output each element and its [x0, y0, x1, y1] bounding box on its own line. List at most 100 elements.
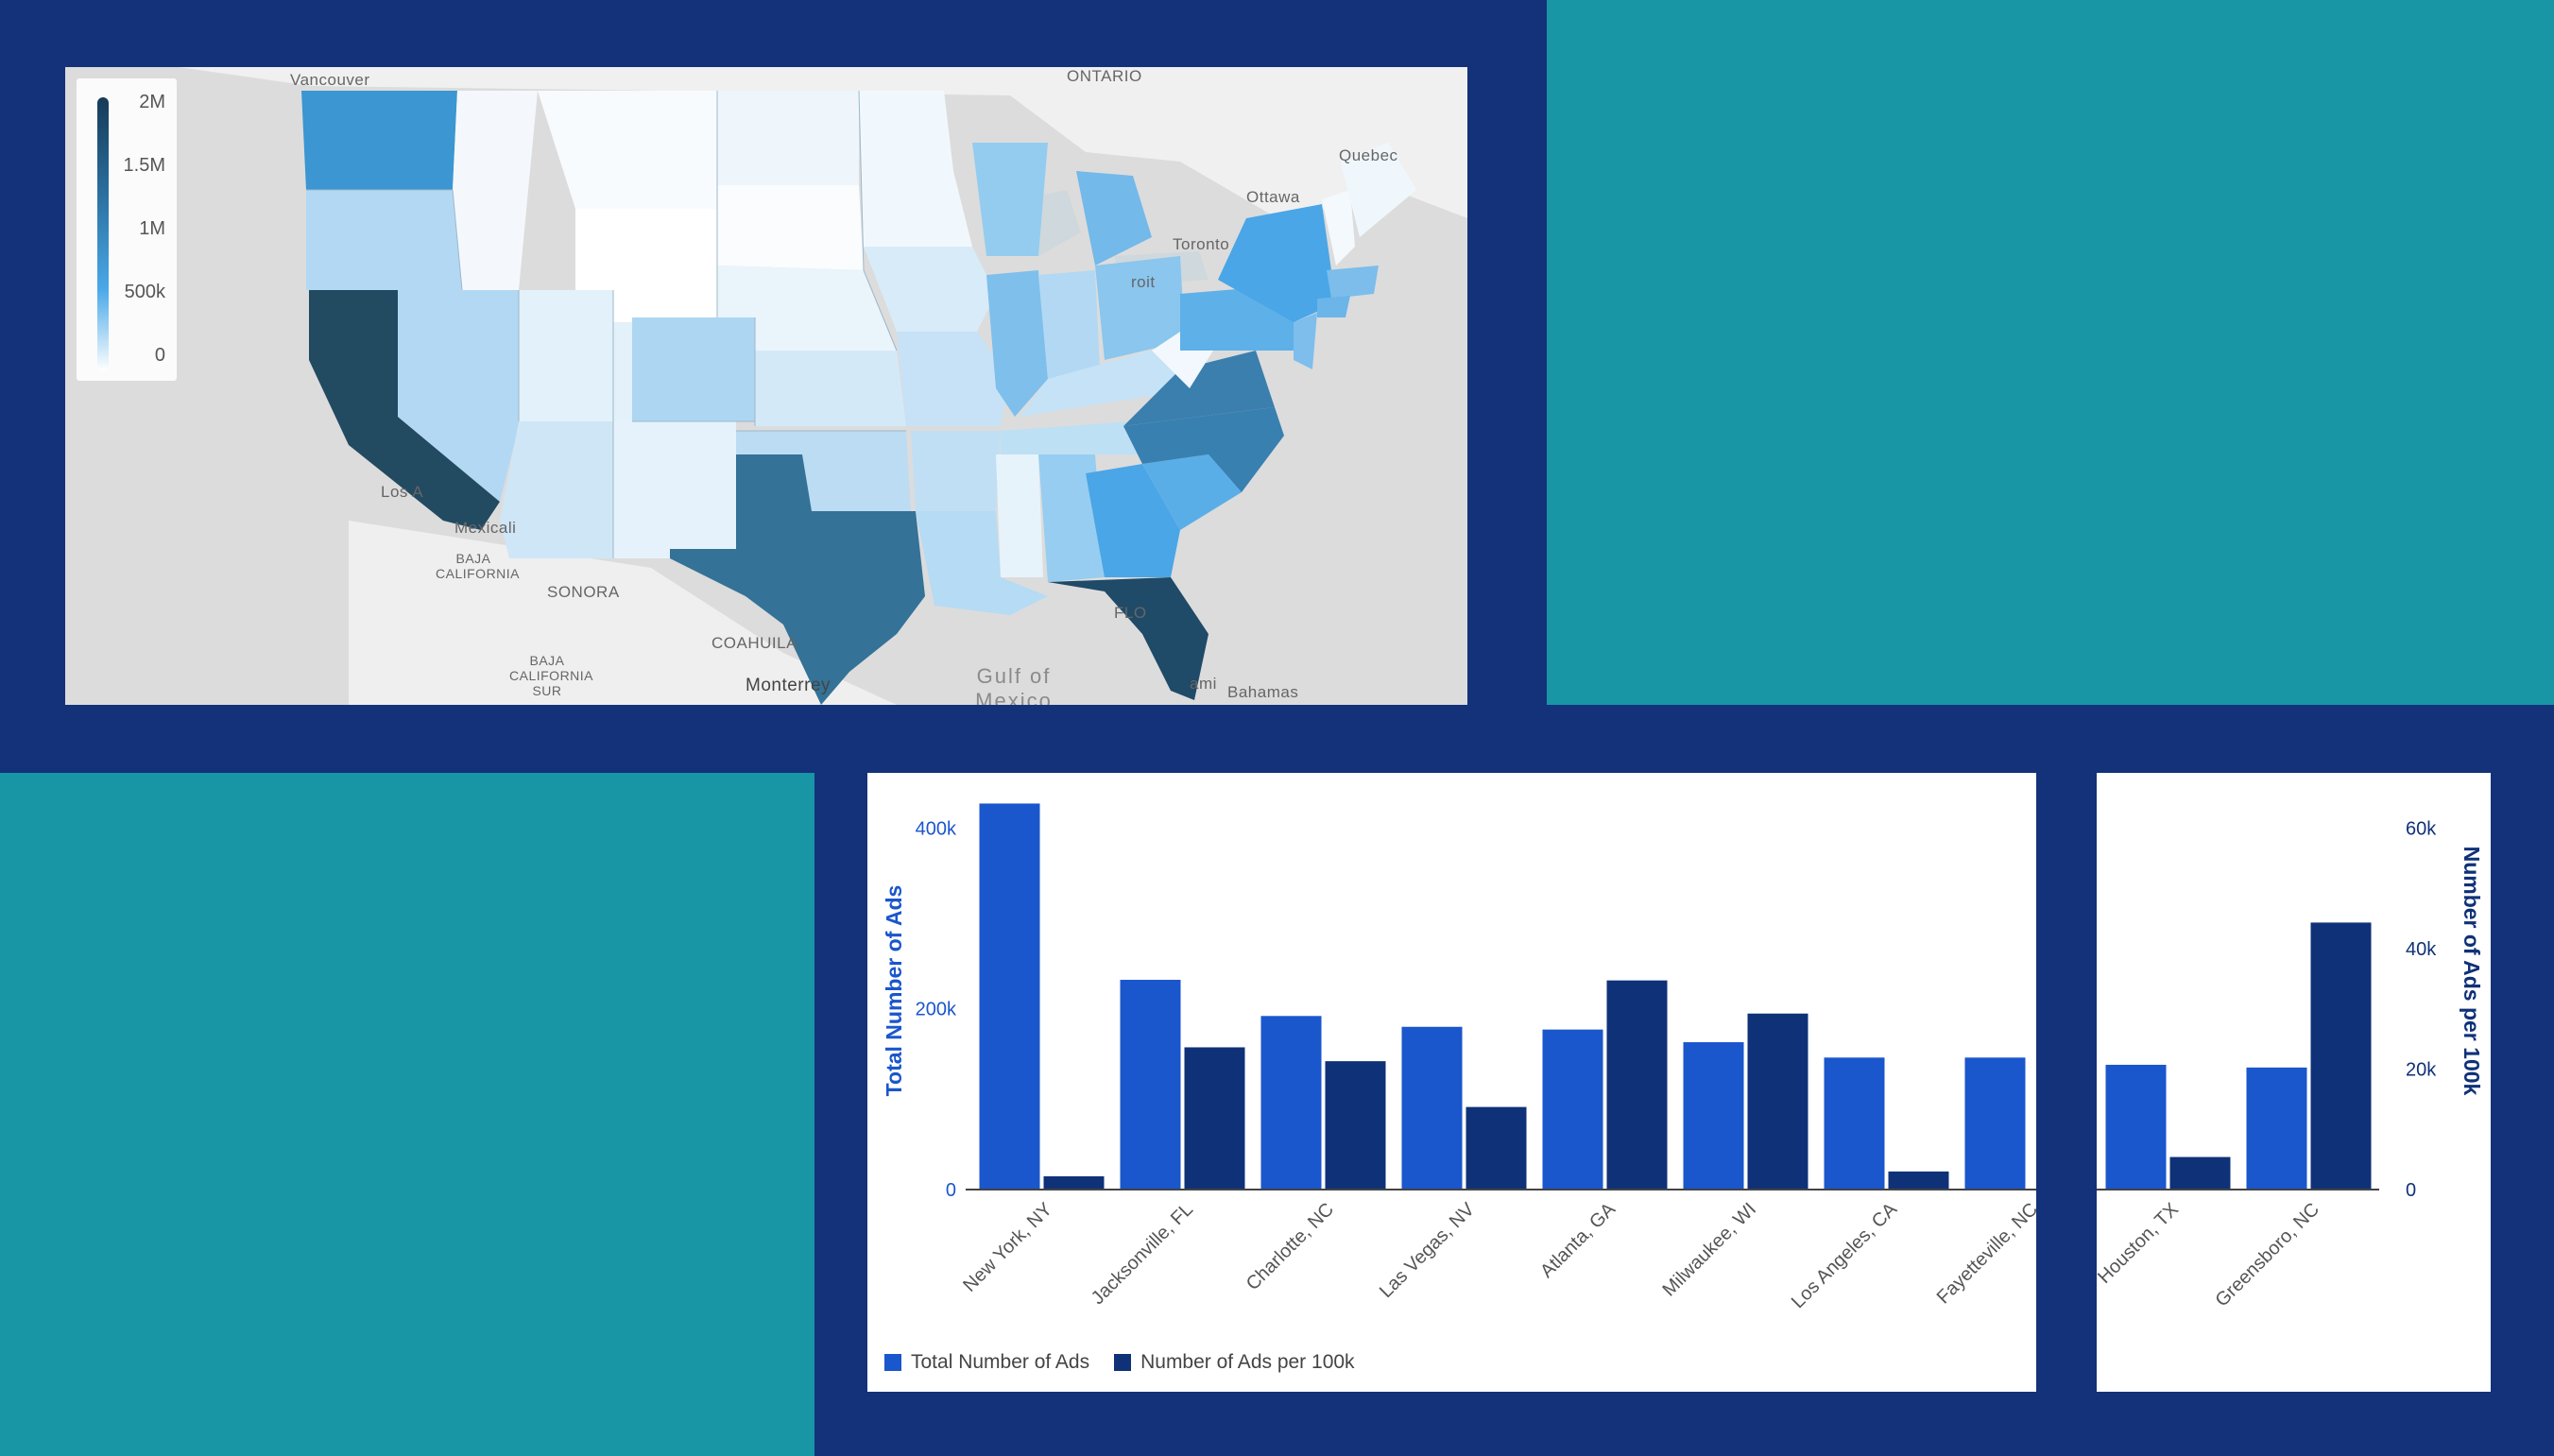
state-illinois: [986, 270, 1048, 417]
category-label-1: Jacksonville, FL: [1088, 1199, 1197, 1309]
bar-per100k-4[interactable]: [1606, 980, 1668, 1190]
state-new-mexico: [613, 421, 736, 558]
bars-layer: [979, 803, 2372, 1190]
place-label: roit: [1131, 273, 1156, 291]
state-north-carolina: [1123, 407, 1284, 492]
bar-per100k-3[interactable]: [1466, 1106, 1527, 1190]
legend-tick: 1M: [139, 218, 165, 239]
state-south-dakota: [717, 185, 864, 270]
legend-tick: 500k: [124, 282, 165, 302]
bar-per100k-2[interactable]: [1325, 1061, 1386, 1190]
teal-background-top: [1547, 0, 2554, 705]
state-vermont-nh: [1322, 190, 1355, 266]
place-label: Bahamas: [1227, 683, 1299, 701]
dark-strip: [2036, 773, 2097, 1392]
state-iowa: [864, 247, 996, 332]
bar-total-9[interactable]: [2246, 1067, 2307, 1190]
y-tick-label: 0: [946, 1180, 956, 1201]
place-label: COAHUILA: [711, 634, 797, 652]
state-massachusetts: [1327, 266, 1379, 299]
place-label: FLO: [1114, 604, 1147, 622]
state-north-dakota: [717, 91, 859, 185]
legend-tick: 2M: [139, 92, 165, 112]
bar-total-6[interactable]: [1824, 1057, 1885, 1190]
legend-item-per100k[interactable]: Number of Ads per 100k: [1114, 1351, 1355, 1374]
category-label-9: Greensboro, NC: [2212, 1199, 2324, 1311]
bar-total-7[interactable]: [1964, 1057, 2026, 1190]
legend-tick: 1.5M: [123, 155, 165, 176]
bar-total-2[interactable]: [1260, 1016, 1322, 1190]
state-wisconsin: [972, 143, 1048, 256]
bar-per100k-6[interactable]: [1888, 1171, 1949, 1190]
axis-layer: 0 200k 400k 0 20k 40k 60k Total Number of Ads Nu…: [882, 818, 2484, 1201]
y2-tick-label: 0: [2406, 1180, 2416, 1201]
state-connecticut: [1317, 296, 1350, 317]
place-label: SONORA: [547, 583, 620, 601]
state-utah: [519, 290, 632, 421]
state-indiana: [1038, 270, 1100, 379]
state-virginia: [1123, 351, 1275, 426]
category-labels: New York, NY Jacksonville, FL Charlotte, N…: [959, 1199, 2323, 1313]
y-tick-label: 200k: [916, 1000, 957, 1020]
bar-total-4[interactable]: [1542, 1029, 1603, 1190]
bar-per100k-8[interactable]: [2169, 1156, 2231, 1190]
state-missouri: [897, 332, 1010, 426]
bar-total-5[interactable]: [1683, 1042, 1744, 1190]
category-label-0: New York, NY: [959, 1199, 1056, 1296]
category-label-3: Las Vegas, NV: [1376, 1199, 1480, 1303]
state-texas: [670, 454, 925, 705]
legend-tick: 0: [154, 345, 165, 366]
bar-per100k-9[interactable]: [2310, 922, 2372, 1190]
state-louisiana: [916, 511, 1048, 615]
bar-chart-canvas: 0 200k 400k 0 20k 40k 60k Total Number of Ads Nu…: [882, 803, 2484, 1313]
bar-total-0[interactable]: [979, 803, 1040, 1190]
map-canvas: [65, 67, 1467, 705]
bar-total-8[interactable]: [2105, 1064, 2167, 1190]
state-montana: [538, 91, 717, 209]
place-label: BAJA CALIFORNIA SUR: [509, 653, 594, 698]
place-label: Mexicali: [454, 519, 517, 537]
category-label-6: Los Angeles, CA: [1788, 1199, 1902, 1313]
state-oklahoma: [736, 431, 911, 511]
bar-total-3[interactable]: [1401, 1026, 1463, 1190]
chart-legend: Total Number of Ads Number of Ads per 10…: [884, 1351, 1380, 1374]
bar-per100k-0[interactable]: [1043, 1175, 1105, 1190]
place-label: Vancouver: [290, 71, 370, 89]
place-label: ONTARIO: [1067, 67, 1142, 85]
state-michigan: [1076, 171, 1152, 266]
y-axis-title: Total Number of Ads: [882, 885, 906, 1097]
place-label: Los A: [381, 483, 424, 501]
bar-total-1[interactable]: [1120, 980, 1181, 1190]
place-label: Toronto: [1173, 235, 1230, 253]
bar-per100k-5[interactable]: [1747, 1013, 1808, 1190]
state-oregon: [306, 190, 462, 290]
state-new-york: [1218, 204, 1336, 322]
category-label-2: Charlotte, NC: [1243, 1199, 1338, 1294]
state-borders: [306, 90, 906, 558]
choropleth-map[interactable]: 2M 1.5M 1M 500k 0 Vancouver ONTARIO Queb…: [65, 67, 1467, 705]
state-arizona: [500, 421, 613, 558]
bar-chart[interactable]: 0 200k 400k 0 20k 40k 60k Total Number of Ads Nu…: [867, 773, 2491, 1392]
bar-per100k-1[interactable]: [1184, 1047, 1245, 1190]
y-tick-label: 400k: [916, 818, 957, 839]
state-new-jersey: [1294, 313, 1317, 369]
state-arkansas: [911, 431, 1001, 511]
legend-item-total[interactable]: Total Number of Ads: [884, 1351, 1089, 1374]
legend-swatch-per100k: [1114, 1354, 1132, 1371]
teal-background-left: [0, 773, 814, 1456]
state-kentucky: [1020, 341, 1199, 417]
y2-tick-label: 60k: [2406, 818, 2437, 839]
state-minnesota: [859, 91, 972, 247]
place-label: ami: [1190, 675, 1217, 693]
state-maine: [1341, 143, 1416, 237]
category-label-5: Milwaukee, WI: [1659, 1199, 1761, 1301]
place-label: BAJA CALIFORNIA: [436, 551, 521, 581]
state-nevada: [398, 290, 519, 502]
category-label-7: Fayetteville, NC: [1933, 1199, 2042, 1308]
legend-gradient-bar: [97, 97, 109, 371]
y2-tick-label: 20k: [2406, 1059, 2437, 1080]
category-label-4: Atlanta, GA: [1536, 1199, 1620, 1282]
state-georgia: [1086, 464, 1180, 577]
state-nebraska: [717, 266, 897, 351]
map-color-legend: 2M 1.5M 1M 500k 0: [77, 78, 177, 381]
